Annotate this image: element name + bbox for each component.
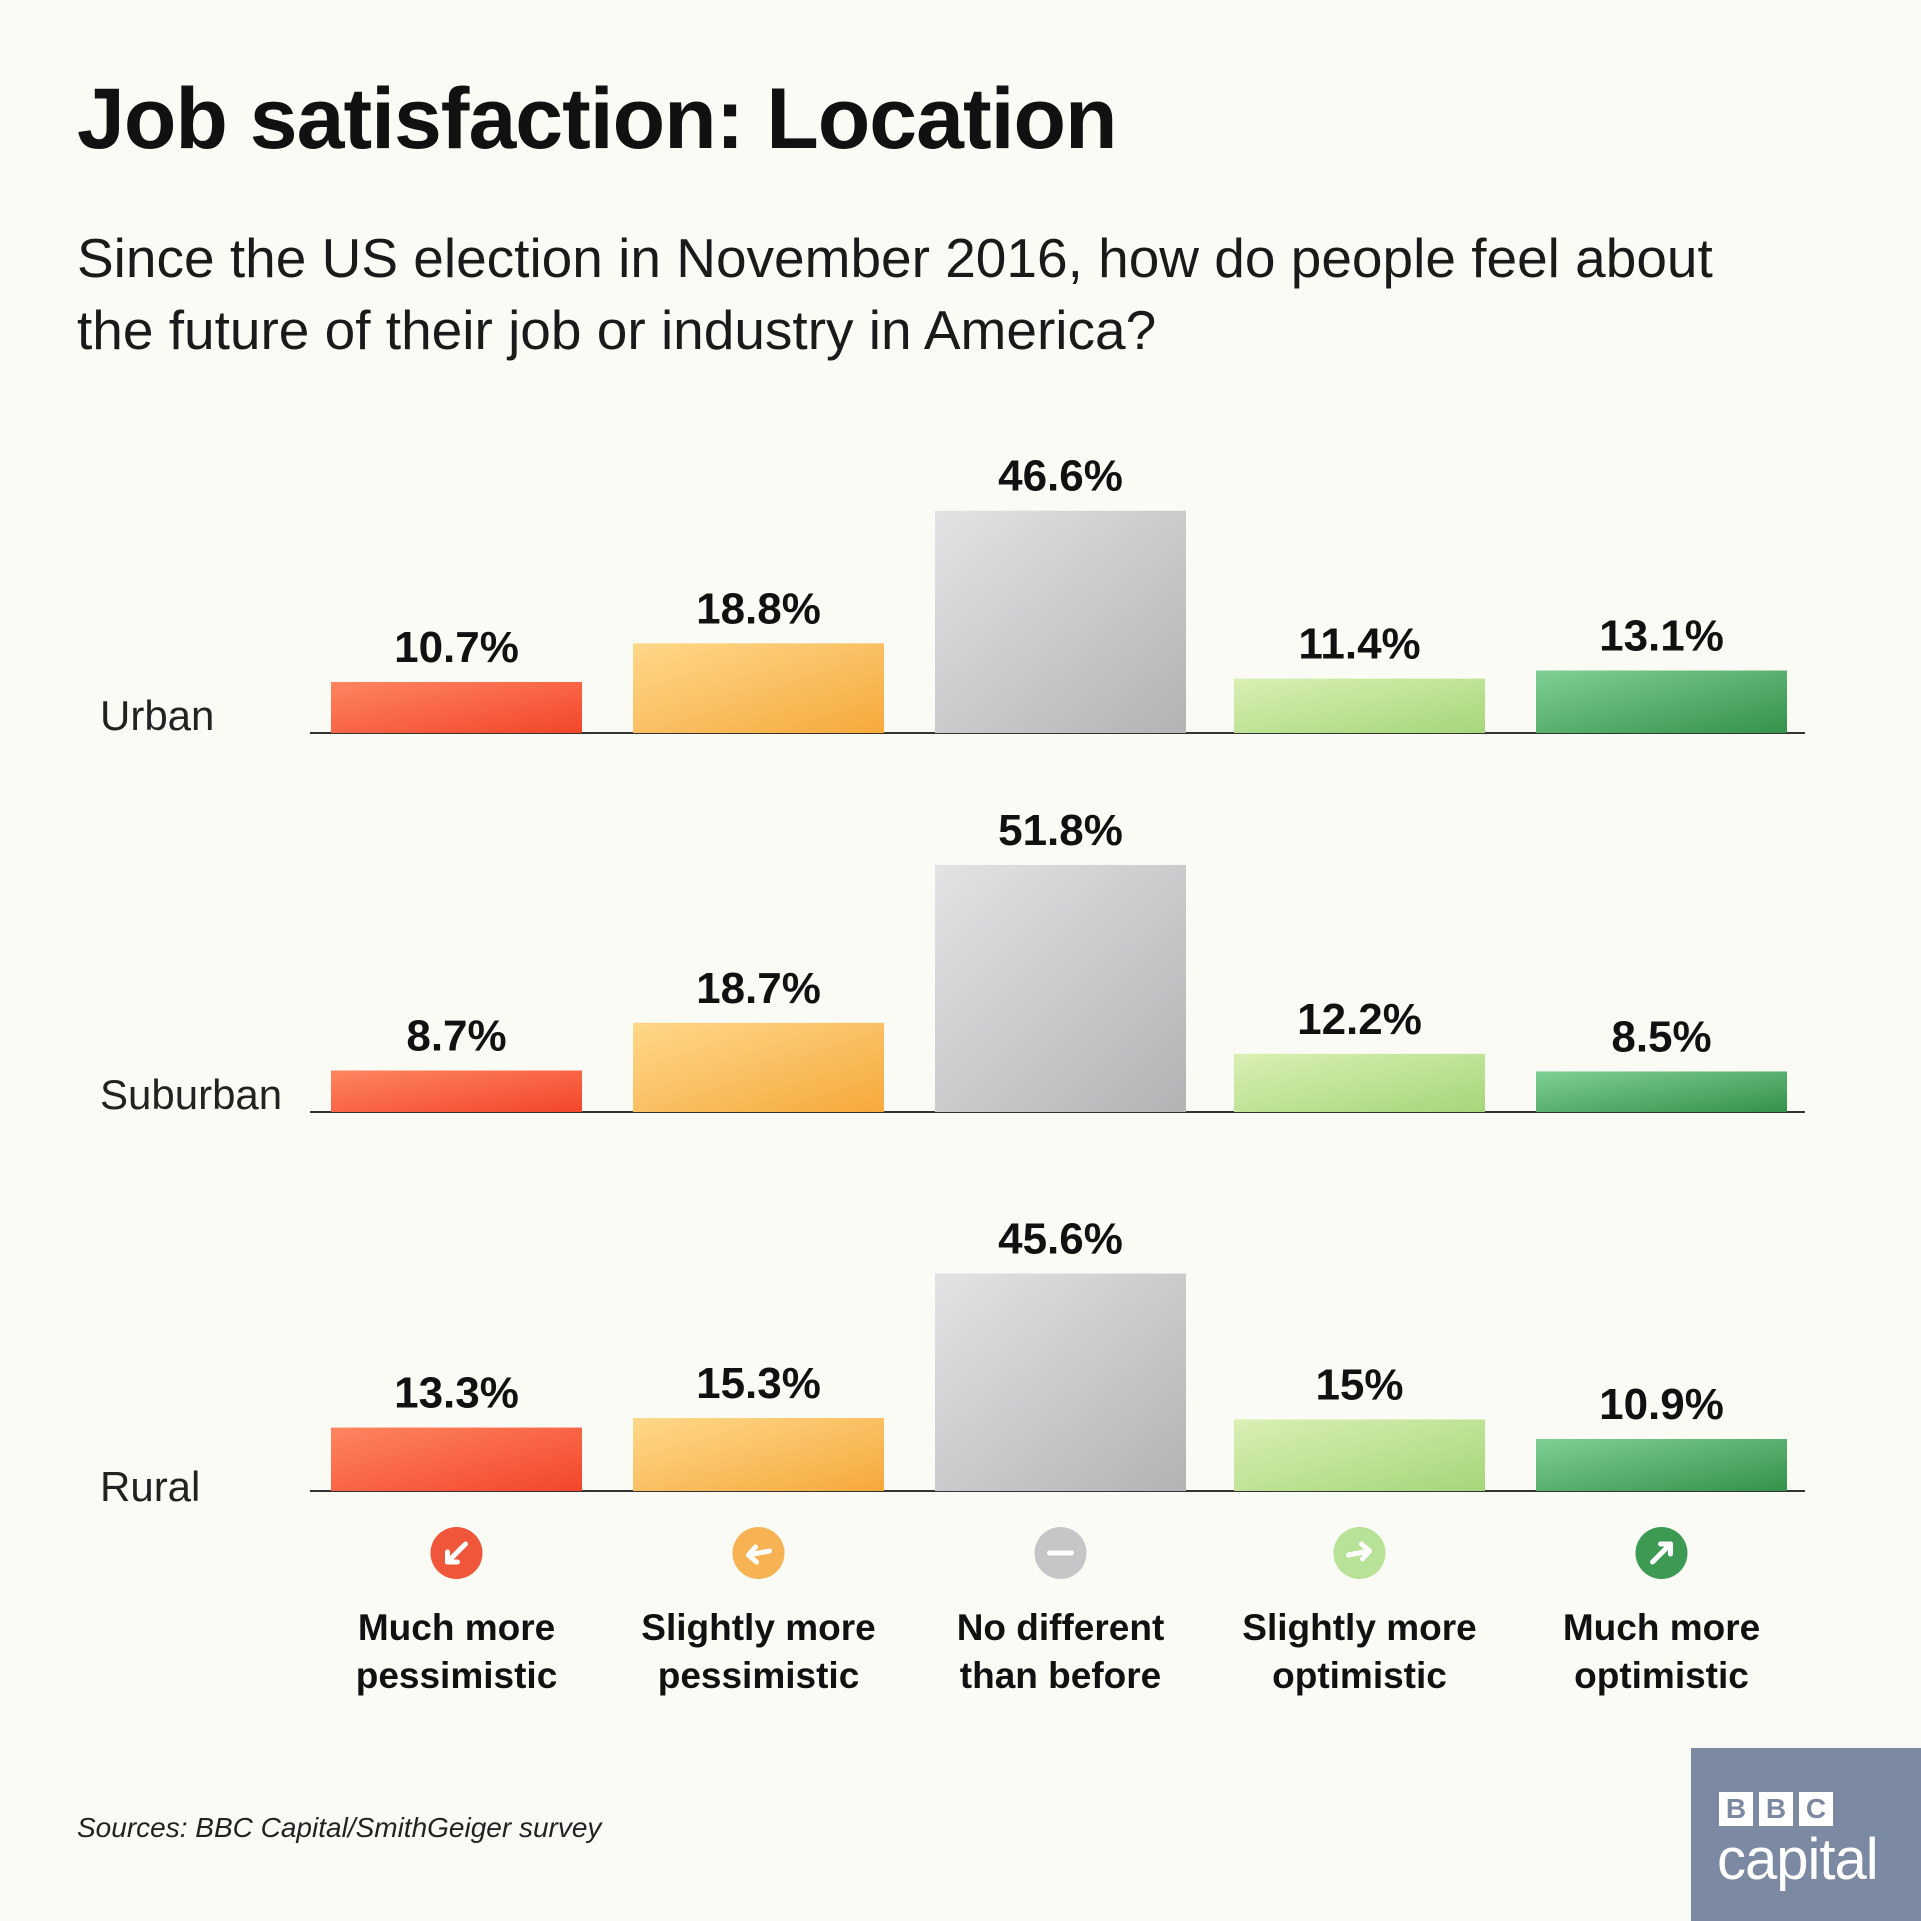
bar [1234,1419,1485,1491]
row-urban: Urban 10.7% 18.8% 46.6% 11.4% 13.1% [100,452,1805,739]
bar [633,1418,884,1491]
category-label: optimistic [1272,1655,1447,1696]
chart-subtitle: Since the US election in November 2016, … [77,227,1713,361]
arrow-down-left-icon [430,1527,483,1579]
bar [331,1427,582,1491]
bbc-capital-logo: B B C capital [1691,1748,1921,1921]
bar [331,681,582,733]
source-note: Sources: BBC Capital/SmithGeiger survey [77,1812,602,1843]
bar [935,510,1186,733]
arrow-left-icon [732,1527,785,1579]
logo-letter: B [1759,1792,1793,1826]
logo-letter: C [1799,1792,1833,1826]
data-label: 8.7% [406,1012,506,1061]
bar [633,1022,884,1112]
data-label: 8.5% [1611,1012,1711,1061]
bar [633,643,884,733]
category-label: pessimistic [356,1655,558,1696]
bar [1234,1053,1485,1112]
category-label: Slightly more [641,1607,875,1648]
row-label: Urban [100,692,214,739]
logo-letter: B [1719,1792,1753,1826]
category-label: pessimistic [658,1655,860,1696]
data-label: 46.6% [998,452,1123,501]
chart-title: Job satisfaction: Location [77,71,1118,167]
data-label: 45.6% [998,1214,1123,1263]
category-label: No different [957,1607,1165,1648]
bar [1234,678,1485,733]
data-label: 13.1% [1599,612,1724,661]
arrow-right-icon [1333,1527,1386,1579]
data-label: 11.4% [1298,620,1420,669]
data-label: 13.3% [394,1369,519,1418]
data-label: 18.8% [696,584,821,633]
row-suburban: Suburban 8.7% 18.7% 51.8% 12.2% 8.5% [100,806,1805,1118]
bar [935,864,1186,1112]
data-label: 10.9% [1599,1380,1724,1429]
arrow-up-right-icon [1635,1527,1688,1579]
bar [935,1273,1186,1491]
row-rural: Rural 13.3% 15.3% 45.6% 15% 10.9% [100,1214,1805,1510]
logo-word: capital [1717,1827,1879,1892]
category-label: than before [960,1655,1161,1696]
row-label: Rural [100,1463,200,1510]
category-label: Much more [358,1607,555,1648]
data-label: 18.7% [696,964,821,1013]
data-label: 12.2% [1297,995,1422,1044]
minus-icon [1034,1527,1087,1579]
data-label: 15% [1315,1360,1403,1409]
bar [1536,670,1787,733]
category-label: Slightly more [1242,1607,1476,1648]
chart-rows: Urban 10.7% 18.8% 46.6% 11.4% 13.1% Suburban 8.… [100,452,1805,1510]
category-legend: Much more pessimistic Slightly more pessimi… [356,1527,1760,1696]
data-label: 51.8% [998,806,1123,855]
category-label: optimistic [1574,1655,1749,1696]
data-label: 10.7% [394,623,519,672]
bar [1536,1439,1787,1491]
data-label: 15.3% [696,1359,821,1408]
row-label: Suburban [100,1071,282,1118]
bar [1536,1071,1787,1112]
bar [331,1070,582,1112]
category-label: Much more [1563,1607,1760,1648]
